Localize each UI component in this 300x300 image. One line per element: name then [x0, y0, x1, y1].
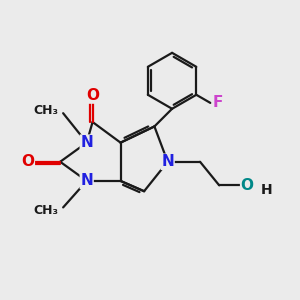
Text: N: N	[80, 135, 93, 150]
Text: N: N	[161, 154, 174, 169]
Text: O: O	[241, 178, 254, 193]
Text: O: O	[86, 88, 99, 103]
Text: CH₃: CH₃	[34, 104, 59, 117]
Text: H: H	[260, 183, 272, 197]
Text: CH₃: CH₃	[34, 204, 59, 217]
Text: N: N	[80, 173, 93, 188]
Text: F: F	[212, 95, 223, 110]
Text: O: O	[21, 154, 34, 169]
